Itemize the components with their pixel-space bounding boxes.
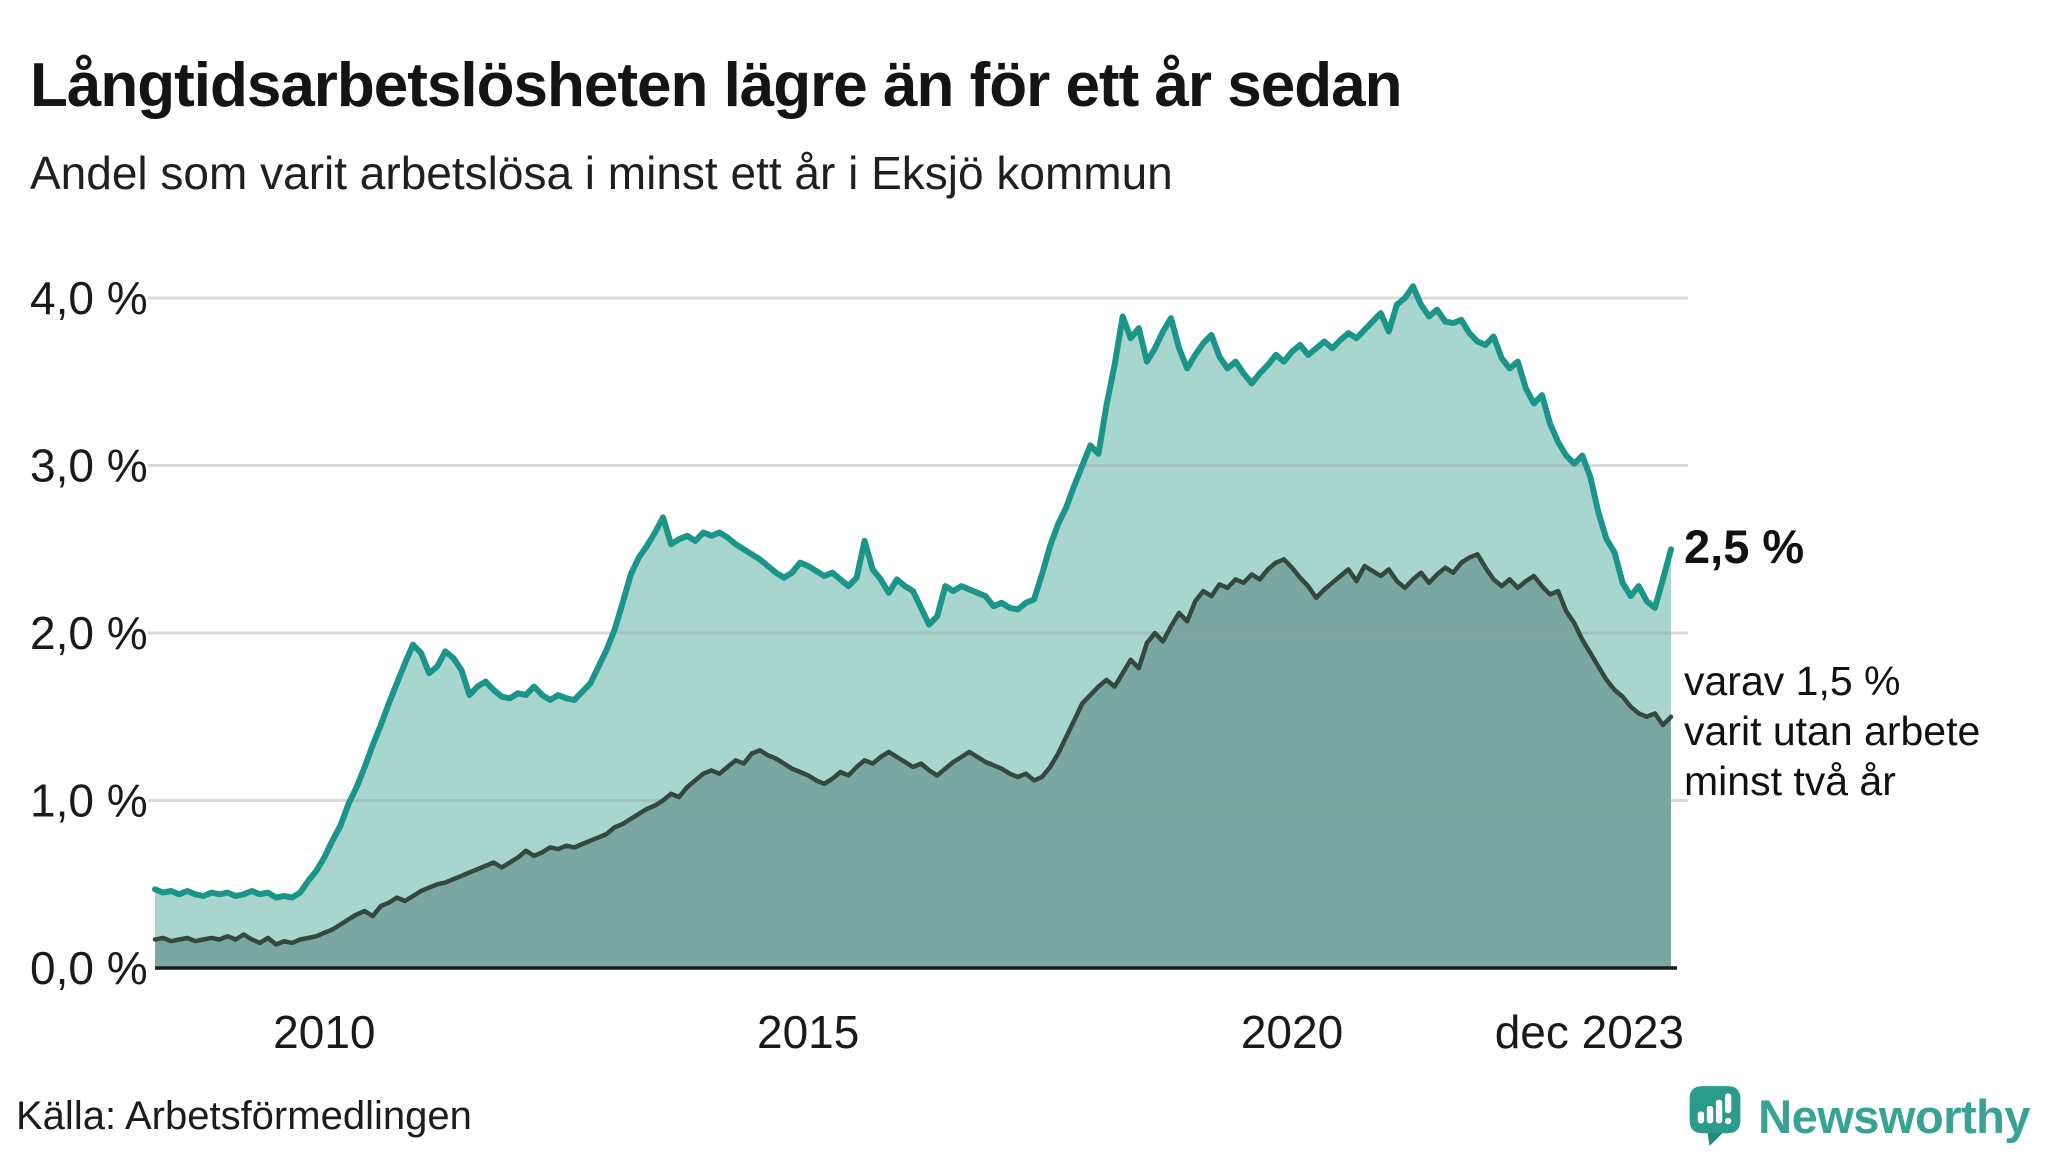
area-fills [155,286,1671,968]
y-tick-label: 1,0 % [30,775,148,827]
newsworthy-logo-icon [1689,1086,1741,1146]
area-fill-1 [155,554,1671,968]
x-tick-label-2015: 2015 [757,1006,859,1058]
x-tick-label-dec 2023: dec 2023 [1495,1006,1684,1058]
series-end-value-label: 2,5 % [1684,520,1805,573]
series-line-1 [152,552,1674,947]
series-lines [152,283,1674,947]
newsworthy-logo-text: Newsworthy [1758,1089,2030,1143]
y-tick-label: 2,0 % [30,607,148,659]
y-axis-labels: 4,0 % 3,0 % 2,0 % 1,0 % 0,0 % [30,272,148,994]
series-line-0 [152,283,1674,901]
gridlines [148,296,1688,802]
y-tick-label: 3,0 % [30,440,148,492]
source-note: Källa: Arbetsförmedlingen [16,1094,472,1138]
page-subtitle: Andel som varit arbetslösa i minst ett å… [30,147,1173,199]
newsworthy-logo: Newsworthy [1686,1084,2030,1148]
annotation-line: minst två år [1684,758,1896,805]
x-axis-labels: 2010 2015 2020 dec 2023 [273,1006,1684,1058]
y-tick-label: 4,0 % [30,272,148,324]
series2-annotation: varav 1,5 % varit utan arbete minst två … [1684,656,1980,806]
annotation-line: varit utan arbete [1684,708,1981,755]
annotation-line: varav 1,5 % [1684,658,1901,704]
x-tick-label-2020: 2020 [1241,1006,1343,1058]
y-tick-label: 0,0 % [30,942,148,994]
x-tick-label-2010: 2010 [273,1006,375,1058]
page-title: Långtidsarbetslösheten lägre än för ett … [30,50,1402,120]
